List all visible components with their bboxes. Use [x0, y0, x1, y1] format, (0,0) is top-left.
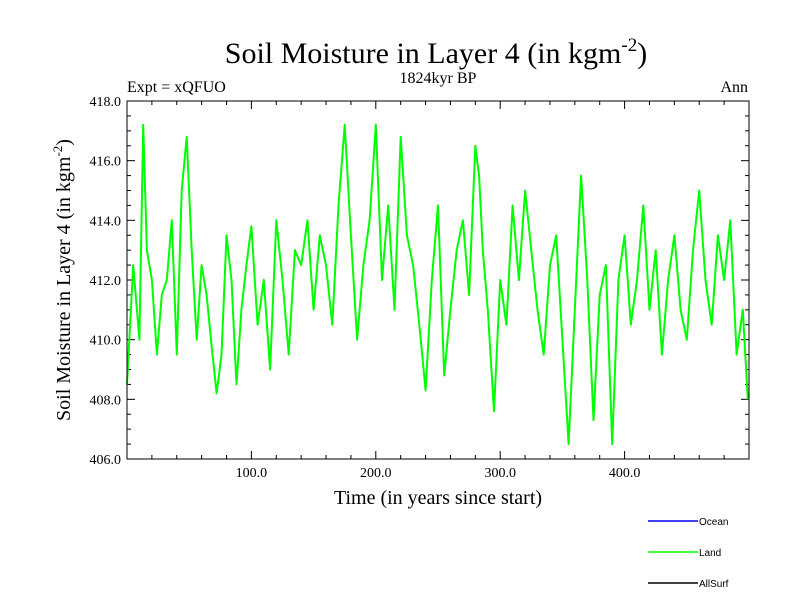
plot-frame: [126, 100, 750, 460]
series-line-land: [126, 123, 749, 446]
y-tick-label: 408.0: [90, 393, 122, 408]
y-tick-label: 406.0: [90, 453, 122, 468]
season-label: Ann: [720, 79, 748, 96]
y-axis-ticks: 406.0 408.0 410.0 412.0 414.0 416.0 418.0: [90, 95, 749, 468]
legend-label-land: Land: [699, 548, 721, 559]
x-tick-label: 300.0: [484, 466, 516, 481]
y-axis-label-close: ): [53, 139, 75, 146]
legend-label-ocean: Ocean: [699, 517, 728, 528]
chart-title: Soil Moisture in Layer 4 (in kgm-2): [225, 35, 647, 70]
y-tick-label: 410.0: [90, 334, 122, 349]
legend: Ocean Land AllSurf: [648, 517, 729, 590]
y-tick-label: 416.0: [90, 155, 122, 170]
x-tick-label: 100.0: [236, 466, 268, 481]
x-tick-label: 200.0: [360, 466, 392, 481]
x-axis-ticks: 100.0 200.0 300.0 400.0: [151, 101, 725, 481]
series-layer: [126, 123, 749, 446]
y-axis-label: Soil Moisture in Layer 4 (in kgm-2): [50, 139, 75, 421]
y-axis-label-main: Soil Moisture in Layer 4 (in kgm: [53, 156, 75, 421]
y-tick-label: 412.0: [90, 274, 122, 289]
x-tick-label: 400.0: [609, 466, 641, 481]
experiment-label: Expt = xQFUO: [127, 79, 226, 96]
chart-subtitle: 1824kyr BP: [400, 70, 477, 87]
chart-title-main: Soil Moisture in Layer 4 (in kgm: [225, 37, 622, 70]
legend-label-allsurf: AllSurf: [699, 579, 729, 590]
y-tick-label: 418.0: [90, 95, 122, 110]
y-axis-label-superscript: -2: [50, 146, 65, 157]
y-tick-label: 414.0: [90, 214, 122, 229]
x-axis-label: Time (in years since start): [334, 487, 542, 509]
chart-title-close: ): [637, 37, 647, 70]
chart-title-superscript: -2: [621, 35, 637, 56]
